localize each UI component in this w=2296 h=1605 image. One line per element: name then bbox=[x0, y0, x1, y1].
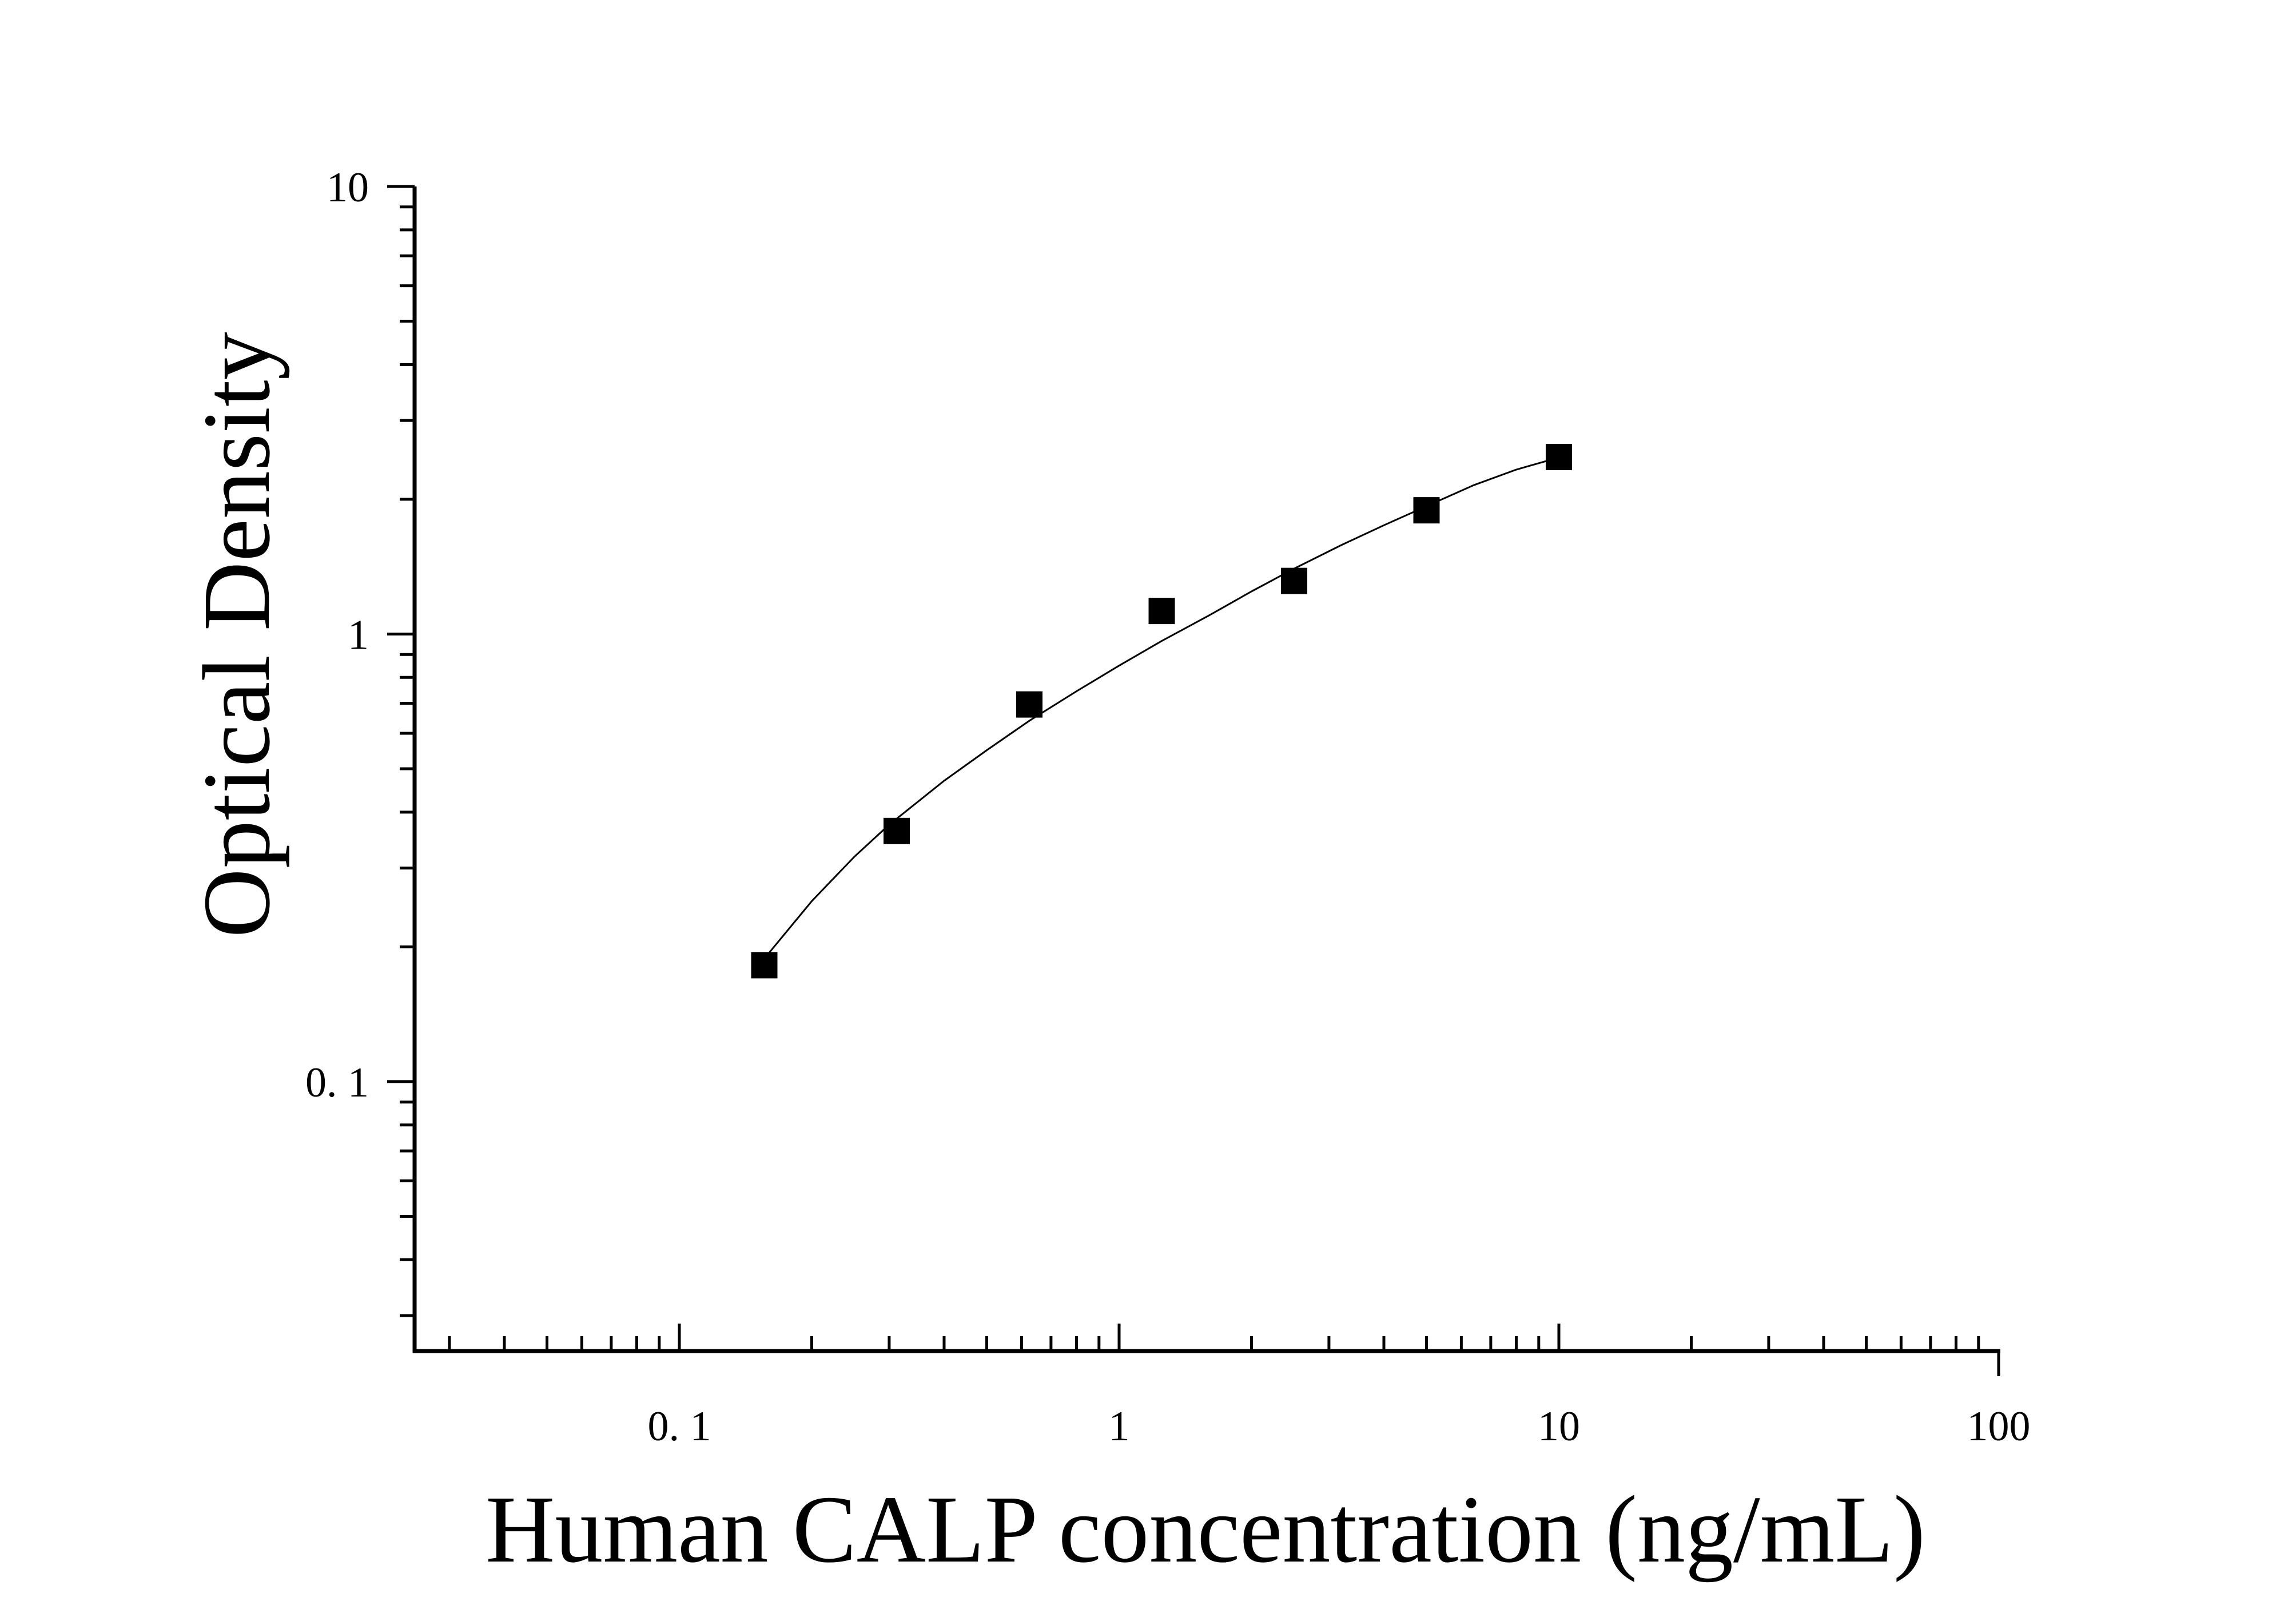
x-tick-label: 1 bbox=[1108, 1403, 1129, 1450]
data-point bbox=[1545, 443, 1572, 470]
x-tick-label: 100 bbox=[1967, 1403, 2031, 1450]
ticks bbox=[387, 185, 2000, 1376]
y-tick-label: 0. 1 bbox=[305, 1059, 369, 1106]
x-tick-label: 10 bbox=[1538, 1403, 1580, 1450]
data-point bbox=[751, 952, 778, 979]
fit-curve bbox=[768, 456, 1559, 954]
y-axis-title: Optical Density bbox=[184, 332, 290, 937]
data-point bbox=[1413, 497, 1440, 524]
data-points bbox=[751, 443, 1572, 979]
tick-labels: 0. 1 1 10 100 0. 1 1 10 bbox=[305, 164, 2031, 1450]
y-tick-label: 1 bbox=[348, 611, 369, 658]
data-point bbox=[1281, 567, 1308, 594]
data-point bbox=[1148, 598, 1175, 625]
data-point bbox=[883, 817, 910, 844]
data-point bbox=[1016, 691, 1043, 718]
axes bbox=[412, 186, 2000, 1353]
x-tick-label: 0. 1 bbox=[647, 1403, 711, 1450]
y-tick-label: 10 bbox=[327, 164, 369, 211]
x-axis-title: Human CALP concentration (ng/mL) bbox=[486, 1476, 1925, 1583]
